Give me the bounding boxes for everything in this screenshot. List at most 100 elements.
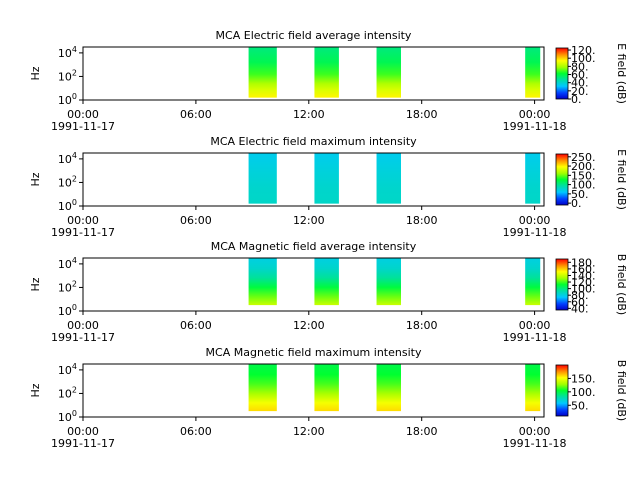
y-tick-label: 104 bbox=[58, 151, 77, 166]
x-tick-time: 00:00 bbox=[519, 214, 551, 227]
y-tick-base: 10 bbox=[58, 153, 72, 166]
y-tick-base: 10 bbox=[58, 281, 72, 294]
data-segment-3 bbox=[376, 258, 401, 306]
panel-title: MCA Magnetic field maximum intensity bbox=[206, 346, 422, 359]
x-tick-time: 00:00 bbox=[519, 425, 551, 438]
x-tick-time: 00:00 bbox=[519, 108, 551, 121]
y-tick-base: 10 bbox=[58, 258, 72, 271]
y-tick-base: 10 bbox=[58, 305, 72, 318]
y-tick-base: 10 bbox=[58, 70, 72, 83]
colorbar bbox=[555, 258, 569, 311]
y-tick-base: 10 bbox=[58, 176, 72, 189]
data-segment-2 bbox=[314, 364, 339, 412]
x-tick-date: 1991-11-18 bbox=[503, 120, 567, 133]
colorbar-tick-label: 40. bbox=[571, 302, 589, 315]
y-tick-label: 104 bbox=[58, 256, 77, 271]
y-tick-exponent: 4 bbox=[72, 362, 77, 371]
colorbar-tick-label: 160. bbox=[571, 263, 596, 276]
colorbar-label: E field (dB) bbox=[615, 149, 628, 210]
plot-frame bbox=[82, 152, 545, 207]
panel-3: MCA Magnetic field average intensity1001… bbox=[29, 240, 628, 344]
y-tick-exponent: 2 bbox=[72, 174, 77, 183]
y-tick-base: 10 bbox=[58, 200, 72, 213]
panel-1: MCA Electric field average intensity1001… bbox=[29, 29, 628, 133]
y-tick-exponent: 2 bbox=[72, 279, 77, 288]
x-tick-time: 06:00 bbox=[180, 214, 212, 227]
y-tick-exponent: 2 bbox=[72, 68, 77, 77]
y-axis-label: Hz bbox=[29, 277, 42, 291]
colorbar-tick-label: 150. bbox=[571, 372, 596, 385]
x-tick-time: 12:00 bbox=[293, 319, 325, 332]
colorbar bbox=[555, 153, 569, 206]
y-tick-base: 10 bbox=[58, 364, 72, 377]
x-tick-date: 1991-11-17 bbox=[51, 437, 115, 450]
y-tick-exponent: 2 bbox=[72, 385, 77, 394]
x-tick-time: 18:00 bbox=[406, 425, 438, 438]
y-tick-label: 102 bbox=[58, 385, 77, 400]
panel-2: MCA Electric field maximum intensity1001… bbox=[29, 135, 628, 239]
data-segment-4 bbox=[525, 258, 541, 306]
y-axis-label: Hz bbox=[29, 172, 42, 186]
colorbar-tick-label: 120. bbox=[571, 44, 596, 57]
y-tick-base: 10 bbox=[58, 47, 72, 60]
y-tick-exponent: 0 bbox=[72, 303, 77, 312]
y-tick-exponent: 4 bbox=[72, 256, 77, 265]
colorbar-tick-label: 0. bbox=[571, 93, 582, 106]
colorbar-label: B field (dB) bbox=[615, 254, 628, 315]
colorbar-tick-label: 60. bbox=[571, 69, 589, 82]
y-tick-label: 100 bbox=[58, 303, 77, 318]
colorbar bbox=[555, 47, 569, 100]
y-tick-label: 100 bbox=[58, 409, 77, 424]
y-tick-base: 10 bbox=[58, 387, 72, 400]
data-segment-3 bbox=[376, 153, 401, 204]
x-tick-time: 12:00 bbox=[293, 214, 325, 227]
y-tick-label: 102 bbox=[58, 68, 77, 83]
y-tick-base: 10 bbox=[58, 94, 72, 107]
x-tick-time: 00:00 bbox=[67, 214, 99, 227]
data-segment-1 bbox=[248, 47, 277, 98]
y-tick-exponent: 4 bbox=[72, 151, 77, 160]
y-tick-label: 100 bbox=[58, 92, 77, 107]
colorbar-tick-label: 150. bbox=[571, 169, 596, 182]
data-segment-2 bbox=[314, 258, 339, 306]
y-tick-label: 102 bbox=[58, 174, 77, 189]
panel-4: MCA Magnetic field maximum intensity1001… bbox=[29, 346, 628, 450]
colorbar-tick-label: 180. bbox=[571, 256, 596, 269]
data-segment-1 bbox=[248, 258, 277, 306]
plot-frame bbox=[82, 257, 545, 312]
x-tick-date: 1991-11-18 bbox=[503, 437, 567, 450]
data-segment-4 bbox=[525, 153, 541, 204]
x-tick-date: 1991-11-18 bbox=[503, 331, 567, 344]
colorbar-tick-label: 100. bbox=[571, 52, 596, 65]
x-tick-date: 1991-11-18 bbox=[503, 226, 567, 239]
colorbar-tick-label: 200. bbox=[571, 160, 596, 173]
y-tick-exponent: 0 bbox=[72, 409, 77, 418]
colorbar-label: B field (dB) bbox=[615, 360, 628, 421]
x-tick-time: 00:00 bbox=[67, 319, 99, 332]
x-tick-date: 1991-11-17 bbox=[51, 120, 115, 133]
colorbar-tick-label: 80. bbox=[571, 60, 589, 73]
x-tick-time: 18:00 bbox=[406, 214, 438, 227]
y-tick-base: 10 bbox=[58, 411, 72, 424]
panel-title: MCA Electric field maximum intensity bbox=[210, 135, 417, 148]
data-segment-3 bbox=[376, 47, 401, 98]
y-axis-label: Hz bbox=[29, 66, 42, 80]
x-tick-time: 00:00 bbox=[519, 319, 551, 332]
y-tick-label: 100 bbox=[58, 198, 77, 213]
data-segment-2 bbox=[314, 47, 339, 98]
y-axis-label: Hz bbox=[29, 383, 42, 397]
x-tick-time: 18:00 bbox=[406, 319, 438, 332]
colorbar-tick-label: 40. bbox=[571, 77, 589, 90]
y-tick-label: 104 bbox=[58, 362, 77, 377]
y-tick-label: 102 bbox=[58, 279, 77, 294]
x-tick-time: 06:00 bbox=[180, 108, 212, 121]
x-tick-time: 06:00 bbox=[180, 425, 212, 438]
colorbar-tick-label: 60. bbox=[571, 296, 589, 309]
data-segment-4 bbox=[525, 364, 541, 412]
x-tick-date: 1991-11-17 bbox=[51, 331, 115, 344]
plot-frame bbox=[82, 363, 545, 418]
y-tick-exponent: 0 bbox=[72, 92, 77, 101]
x-tick-time: 00:00 bbox=[67, 425, 99, 438]
plot-frame bbox=[82, 46, 545, 101]
